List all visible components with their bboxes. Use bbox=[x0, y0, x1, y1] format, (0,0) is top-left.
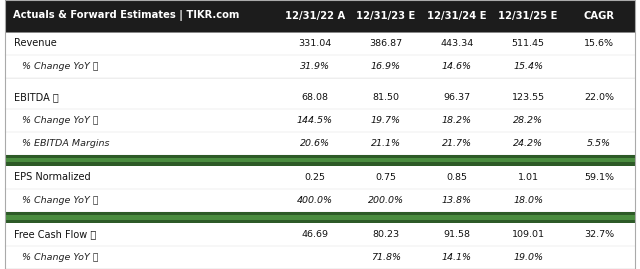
Text: 68.08: 68.08 bbox=[301, 93, 328, 102]
Text: % Change YoY ⓘ: % Change YoY ⓘ bbox=[22, 196, 99, 205]
Text: 15.4%: 15.4% bbox=[513, 62, 543, 71]
Text: Revenue: Revenue bbox=[14, 38, 57, 48]
Text: 59.1%: 59.1% bbox=[584, 173, 614, 182]
Text: % EBITDA Margins: % EBITDA Margins bbox=[22, 139, 109, 148]
Text: 200.0%: 200.0% bbox=[368, 196, 404, 205]
Text: 71.8%: 71.8% bbox=[371, 253, 401, 262]
Bar bbox=[5, 86, 635, 109]
Bar bbox=[5, 223, 635, 246]
Text: 12/31/22 A: 12/31/22 A bbox=[285, 11, 345, 21]
Text: % Change YoY ⓘ: % Change YoY ⓘ bbox=[22, 253, 99, 262]
Bar bbox=[5, 132, 635, 155]
Text: 81.50: 81.50 bbox=[372, 93, 399, 102]
Text: 96.37: 96.37 bbox=[444, 93, 470, 102]
Text: 443.34: 443.34 bbox=[440, 39, 474, 48]
Text: 19.0%: 19.0% bbox=[513, 253, 543, 262]
Text: 12/31/23 E: 12/31/23 E bbox=[356, 11, 415, 21]
Text: 0.25: 0.25 bbox=[304, 173, 325, 182]
Text: 1.01: 1.01 bbox=[518, 173, 539, 182]
Text: 14.1%: 14.1% bbox=[442, 253, 472, 262]
Bar bbox=[5, 215, 635, 220]
Text: 331.04: 331.04 bbox=[298, 39, 332, 48]
Text: 21.7%: 21.7% bbox=[442, 139, 472, 148]
Text: EPS Normalized: EPS Normalized bbox=[14, 172, 91, 182]
Text: 144.5%: 144.5% bbox=[297, 116, 333, 125]
Text: 22.0%: 22.0% bbox=[584, 93, 614, 102]
Text: 400.0%: 400.0% bbox=[297, 196, 333, 205]
Bar bbox=[5, 166, 635, 189]
Text: % Change YoY ⓘ: % Change YoY ⓘ bbox=[22, 116, 99, 125]
Text: 19.7%: 19.7% bbox=[371, 116, 401, 125]
Text: 511.45: 511.45 bbox=[511, 39, 545, 48]
Text: Actuals & Forward Estimates | TIKR.com: Actuals & Forward Estimates | TIKR.com bbox=[13, 10, 239, 21]
Text: 80.23: 80.23 bbox=[372, 230, 399, 239]
Text: 386.87: 386.87 bbox=[369, 39, 403, 48]
Text: 0.75: 0.75 bbox=[375, 173, 396, 182]
Text: 12/31/25 E: 12/31/25 E bbox=[499, 11, 558, 21]
Text: 18.2%: 18.2% bbox=[442, 116, 472, 125]
Text: 24.2%: 24.2% bbox=[513, 139, 543, 148]
Text: 46.69: 46.69 bbox=[301, 230, 328, 239]
Text: % Change YoY ⓘ: % Change YoY ⓘ bbox=[22, 62, 99, 71]
Bar bbox=[5, 109, 635, 132]
Text: 123.55: 123.55 bbox=[511, 93, 545, 102]
Text: CAGR: CAGR bbox=[584, 11, 615, 21]
Bar bbox=[5, 189, 635, 212]
Text: 28.2%: 28.2% bbox=[513, 116, 543, 125]
Text: 18.0%: 18.0% bbox=[513, 196, 543, 205]
Bar bbox=[5, 212, 635, 223]
Bar bbox=[5, 155, 635, 166]
Text: EBITDA ⓘ: EBITDA ⓘ bbox=[14, 92, 59, 102]
Bar bbox=[5, 0, 635, 32]
Text: 14.6%: 14.6% bbox=[442, 62, 472, 71]
Text: 91.58: 91.58 bbox=[444, 230, 470, 239]
Text: 109.01: 109.01 bbox=[511, 230, 545, 239]
Text: 12/31/24 E: 12/31/24 E bbox=[428, 11, 487, 21]
Bar bbox=[5, 32, 635, 55]
Bar bbox=[5, 246, 635, 269]
Text: 32.7%: 32.7% bbox=[584, 230, 614, 239]
Text: 5.5%: 5.5% bbox=[588, 139, 611, 148]
Text: 13.8%: 13.8% bbox=[442, 196, 472, 205]
Text: 15.6%: 15.6% bbox=[584, 39, 614, 48]
Text: Free Cash Flow ⓘ: Free Cash Flow ⓘ bbox=[14, 229, 97, 240]
Text: 20.6%: 20.6% bbox=[300, 139, 330, 148]
Text: 31.9%: 31.9% bbox=[300, 62, 330, 71]
Text: 16.9%: 16.9% bbox=[371, 62, 401, 71]
Text: 0.85: 0.85 bbox=[447, 173, 467, 182]
Bar bbox=[5, 158, 635, 162]
Text: 21.1%: 21.1% bbox=[371, 139, 401, 148]
Bar bbox=[5, 55, 635, 78]
